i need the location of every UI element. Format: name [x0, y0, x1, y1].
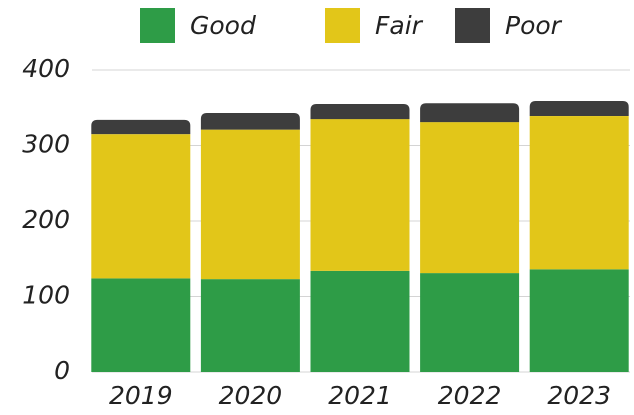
bar-segment — [529, 269, 629, 372]
y-tick-label: 200 — [22, 205, 70, 234]
bar-segment — [200, 279, 300, 372]
x-tick-label: 2019 — [109, 381, 173, 410]
legend-swatch — [325, 8, 360, 43]
legend-label: Good — [190, 11, 256, 40]
legend-label: Poor — [505, 11, 563, 40]
legend-swatch — [455, 8, 490, 43]
bar-segment — [310, 270, 410, 372]
bar-segment — [310, 119, 410, 271]
y-tick-label: 300 — [22, 130, 70, 159]
bar-segment — [91, 278, 191, 372]
bar-segment — [529, 100, 629, 117]
bar-segment — [420, 103, 520, 123]
legend-swatch — [140, 8, 175, 43]
bar-segment — [310, 103, 410, 120]
x-tick-label: 2020 — [219, 381, 283, 410]
bar-segment — [529, 116, 629, 270]
y-tick-label: 400 — [22, 54, 70, 83]
x-tick-label: 2021 — [328, 381, 392, 410]
y-tick-label: 0 — [54, 356, 70, 385]
bar-segment — [91, 134, 191, 279]
y-tick-label: 100 — [22, 281, 70, 310]
bar-segment — [420, 273, 520, 372]
x-tick-label: 2023 — [547, 381, 611, 410]
bar-segment — [91, 119, 191, 135]
x-tick-label: 2022 — [438, 381, 502, 410]
legend-label: Fair — [375, 11, 424, 40]
bar-segment — [200, 113, 300, 130]
bar-segment — [420, 122, 520, 274]
bar-segment — [200, 129, 300, 280]
